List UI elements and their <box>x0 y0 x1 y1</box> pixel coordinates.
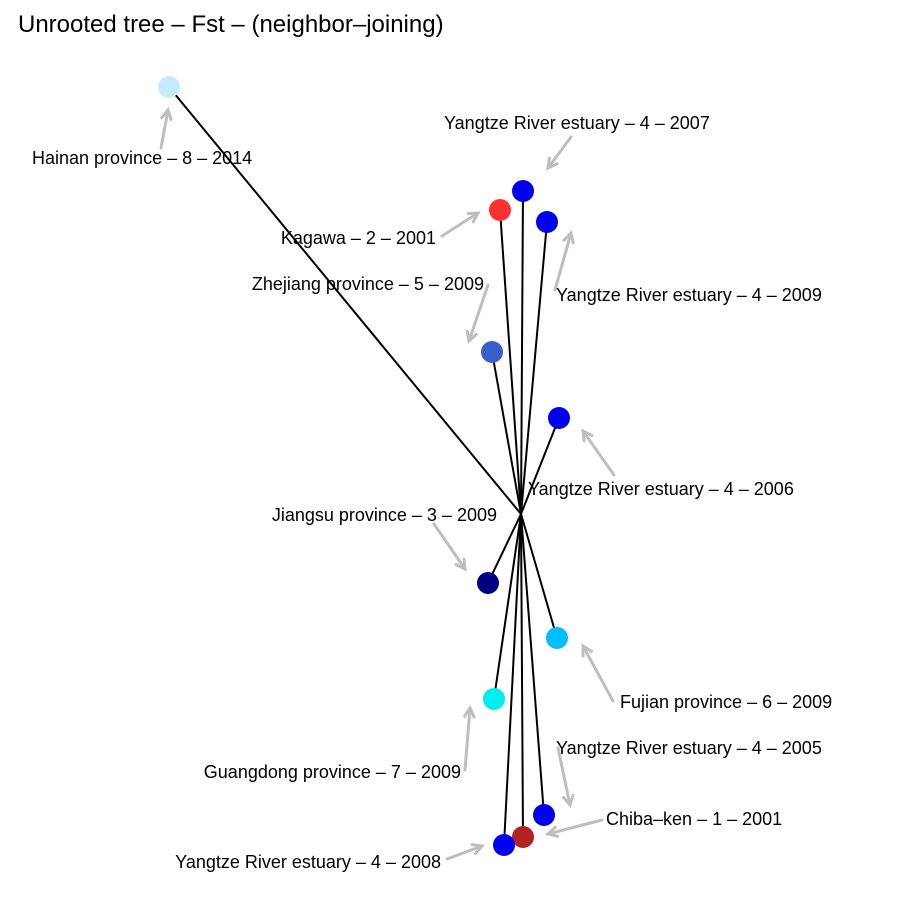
tree-branch <box>520 513 558 639</box>
tip-node <box>481 341 503 363</box>
tip-label: Chiba–ken – 1 – 2001 <box>606 809 782 829</box>
tip-label: Yangtze River estuary – 4 – 2005 <box>556 738 822 758</box>
tree-branch <box>520 190 524 515</box>
label-arrow <box>553 229 575 292</box>
label-arrow <box>432 522 467 572</box>
plot-title: Unrooted tree – Fst – (neighbor–joining) <box>18 11 444 38</box>
tip-node <box>546 627 568 649</box>
label-arrow <box>544 818 604 838</box>
tip-node <box>512 180 534 202</box>
branches <box>168 86 560 846</box>
tip-node <box>512 826 534 848</box>
tip-label: Jiangsu province – 3 – 2009 <box>272 505 497 525</box>
label-arrow <box>440 211 481 238</box>
tip-node <box>536 211 558 233</box>
label-arrows <box>159 106 616 861</box>
tree-branch <box>503 513 522 846</box>
tip-node <box>493 834 515 856</box>
label-arrow <box>546 135 573 171</box>
tip-label: Kagawa – 2 – 2001 <box>281 228 436 248</box>
tip-node <box>483 688 505 710</box>
tree-branch <box>487 513 522 584</box>
tip-label: Yangtze River estuary – 4 – 2006 <box>528 479 794 499</box>
tree-branch <box>493 513 522 700</box>
label-arrow <box>445 843 485 861</box>
tip-node <box>489 199 511 221</box>
tip-label: Hainan province – 8 – 2014 <box>32 148 252 168</box>
tree-branch <box>520 513 524 838</box>
tree-branch <box>520 221 548 515</box>
tip-nodes <box>158 76 570 856</box>
label-arrow <box>465 283 490 344</box>
tree-branch <box>168 86 522 515</box>
tip-label: Guangdong province – 7 – 2009 <box>204 762 461 782</box>
tree-branch <box>520 513 545 816</box>
label-arrow <box>159 106 173 150</box>
tree-branch <box>520 417 560 515</box>
tip-label: Yangtze River estuary – 4 – 2008 <box>175 852 441 872</box>
label-arrow <box>463 704 476 772</box>
tip-node <box>548 407 570 429</box>
tip-labels: Hainan province – 8 – 2014 Yangtze River … <box>32 113 832 872</box>
tip-label: Fujian province – 6 – 2009 <box>620 692 832 712</box>
tree-branch <box>499 209 522 515</box>
tip-label: Yangtze River estuary – 4 – 2007 <box>444 113 710 133</box>
tree-branch <box>491 351 522 515</box>
tip-node <box>158 76 180 98</box>
label-arrow <box>556 746 575 809</box>
tip-node <box>477 572 499 594</box>
tip-node <box>533 804 555 826</box>
tip-label: Yangtze River estuary – 4 – 2009 <box>556 285 822 305</box>
tip-label: Zhejiang province – 5 – 2009 <box>252 274 484 294</box>
label-arrow <box>581 428 616 477</box>
label-arrow <box>581 643 615 703</box>
